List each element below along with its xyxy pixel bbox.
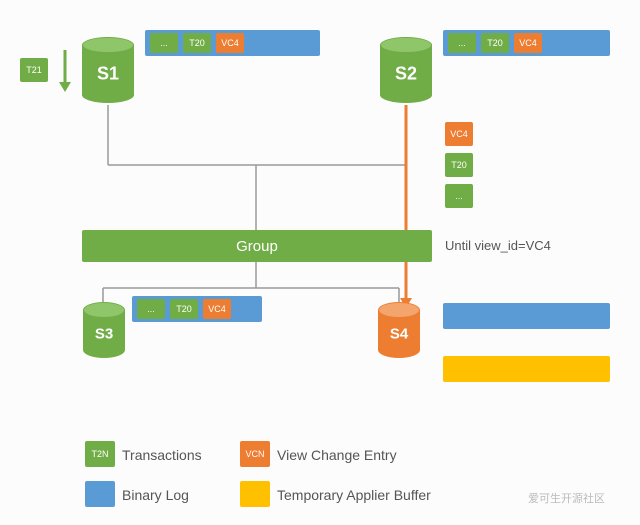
watermark: 爱可生开源社区 — [528, 490, 605, 506]
entry-t21: T21 — [20, 58, 48, 82]
node-label-s2: S2 — [380, 64, 432, 85]
node-label-s3: S3 — [83, 326, 125, 343]
entry-s3-2: VC4 — [203, 299, 231, 319]
entry-s1-1: T20 — [183, 33, 211, 53]
entry-s2-1: T20 — [481, 33, 509, 53]
legend-box-2 — [85, 481, 115, 507]
node-label-s4: S4 — [378, 326, 420, 343]
legend-box-3 — [240, 481, 270, 507]
stack-0: VC4 — [445, 122, 473, 146]
node-label-s1: S1 — [82, 64, 134, 85]
stack-2: ... — [445, 184, 473, 208]
legend-label-1: View Change Entry — [277, 447, 397, 463]
legend-label-2: Binary Log — [122, 487, 189, 503]
legend-label-3: Temporary Applier Buffer — [277, 487, 431, 503]
group-bar: Group — [82, 230, 432, 262]
entry-s3-1: T20 — [170, 299, 198, 319]
node-s3: S3 — [83, 310, 125, 358]
node-s1: S1 — [82, 45, 134, 103]
entry-s1-0: ... — [150, 33, 178, 53]
legend-box-0: T2N — [85, 441, 115, 467]
legend-box-1: VCN — [240, 441, 270, 467]
entry-s2-0: ... — [448, 33, 476, 53]
node-s2: S2 — [380, 45, 432, 103]
node-s4: S4 — [378, 310, 420, 358]
entry-s1-2: VC4 — [216, 33, 244, 53]
entry-s3-0: ... — [137, 299, 165, 319]
binlog-s4a — [443, 303, 610, 329]
legend-label-0: Transactions — [122, 447, 202, 463]
stack-1: T20 — [445, 153, 473, 177]
binlog-s4b — [443, 356, 610, 382]
entry-s2-2: VC4 — [514, 33, 542, 53]
note-view-id: Until view_id=VC4 — [445, 238, 551, 253]
